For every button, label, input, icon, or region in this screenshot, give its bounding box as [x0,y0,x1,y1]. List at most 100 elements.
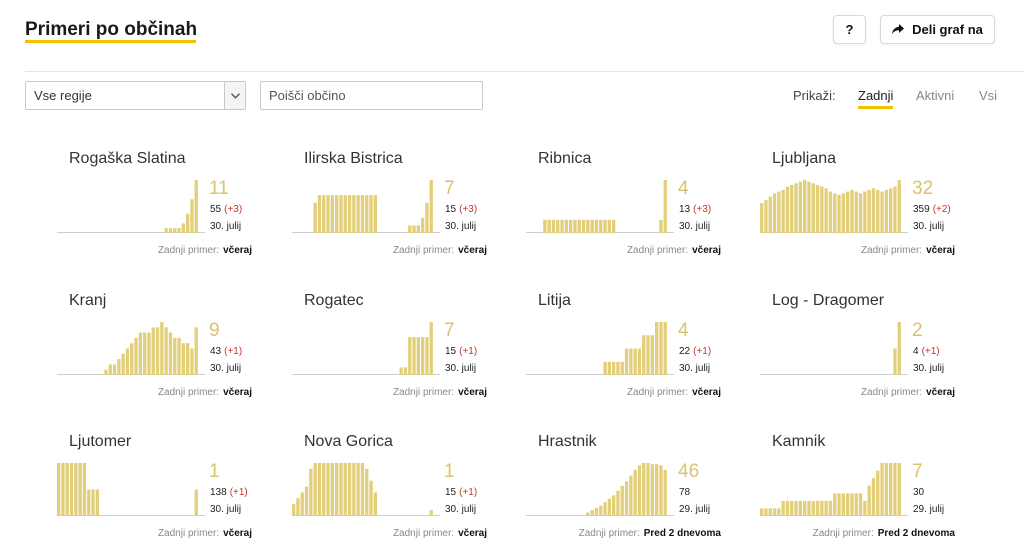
municipality-name: Kranj [69,292,107,309]
total-cases: 30 [913,487,925,498]
total-cases-row: 138 (+1) [210,487,248,498]
sparkline-bar [599,219,603,234]
last-date: 30. julij [210,363,242,374]
sparkline-bar [403,367,408,375]
sparkline-bar [369,195,373,233]
total-cases: 15 [445,204,457,215]
sparkline-bar [186,343,190,375]
sparkline-bar [659,219,663,234]
sparkline-bar [650,464,654,516]
last-case-label: Zadnji primer: [392,528,455,539]
sparkline-bar [807,181,811,233]
sparkline-bar [815,185,820,233]
sparkline-bar [659,465,663,516]
last-case-row: Zadnji primer: včeraj [158,387,252,398]
sparkline-bar [867,189,871,233]
municipality-card[interactable]: Kranj 9 43 (+1) 30. julij Zadnji primer: včera… [57,292,269,417]
sparkline-bar [768,508,772,516]
sparkline-bar [343,195,347,233]
sparkline-bar [846,191,850,233]
last-case-label: Zadnji primer: [392,245,455,256]
sparkline-bar [343,463,347,516]
help-button[interactable]: ? [833,15,866,44]
sparkline-bar [624,481,629,516]
sparkline-bar [577,219,581,234]
sparkline-bar [95,489,99,516]
municipality-card[interactable]: Rogatec 7 15 (+1) 30. julij Zadnji primer: vče… [292,292,504,417]
sparkline-bar [421,337,425,375]
active-cases: 1 [444,461,455,482]
sparkline-bar [429,322,433,375]
municipality-card[interactable]: Ribnica 4 13 (+3) 30. julij Zadnji primer: vče… [526,150,738,275]
municipality-card[interactable]: Hrastnik 46 78 29. julij Zadnji primer: Pred … [526,433,738,553]
sparkline-bar [612,361,616,376]
sparkline-bar [168,228,173,233]
sparkline-bar [335,463,339,516]
last-case-value: včeraj [926,245,955,256]
sparkline-bar [330,195,334,233]
municipality-card[interactable]: Nova Gorica 1 15 (+1) 30. julij Zadnji primer… [292,433,504,553]
total-cases: 4 [913,346,919,357]
case-sparkline [760,180,908,234]
sparkline-bar [837,493,841,516]
region-select[interactable]: Vse regije [25,81,246,110]
sparkline-bar [633,348,637,375]
active-cases: 46 [678,461,700,482]
last-case-label: Zadnji primer: [157,245,220,256]
sparkline-bar [785,500,790,516]
sparkline-bar [292,504,296,516]
sparkline-bar [186,213,190,233]
case-change: (+3) [224,204,243,215]
municipality-card[interactable]: Log - Dragomer 2 4 (+1) 30. julij Zadnji prim… [760,292,972,417]
sparkline-bar [181,223,185,233]
case-sparkline [57,180,205,233]
sparkline-bar [646,463,650,516]
sparkline-bar [296,498,300,516]
last-case-row: Zadnji primer: Pred 2 dnevoma [579,528,721,539]
case-sparkline [292,463,440,516]
case-change: (+2) [932,204,951,215]
sparkline-bar [586,512,590,516]
sparkline-bar [330,463,334,516]
total-cases-row: 30 [913,487,927,498]
municipality-card[interactable]: Ljubljana 32 359 (+2) 30. julij Zadnji primer… [760,150,972,275]
municipality-card[interactable]: Ljutomer 1 138 (+1) 30. julij Zadnji primer: v… [57,433,269,553]
sparkline-bar [581,219,586,234]
total-cases-row: 55 (+3) [210,204,242,215]
active-cases: 7 [444,178,455,199]
chevron-down-icon[interactable] [224,82,245,109]
municipality-name: Kamnik [772,433,826,450]
municipality-search-input[interactable] [260,81,483,110]
last-date: 30. julij [210,221,242,232]
title-underline [25,40,196,43]
sparkline-bar [551,219,556,234]
sparkline-bar [772,193,777,234]
last-case-row: Zadnji primer: včeraj [158,245,252,256]
sparkline-bar [408,225,412,233]
sparkline-bar [880,463,884,516]
last-case-label: Zadnji primer: [578,528,640,539]
sparkline-bar [858,493,863,516]
share-button[interactable]: Deli graf na [880,15,995,44]
municipality-card[interactable]: Ilirska Bistrica 7 15 (+3) 30. julij Zadnji p… [292,150,504,275]
sparkline-bar [130,343,134,375]
sparkline-bar [650,335,654,376]
sparkline-bar [151,327,155,375]
last-case-label: Zadnji primer: [157,528,220,539]
sparkline-bar [313,202,317,233]
filter-aktivni[interactable]: Aktivni [916,88,955,103]
municipality-name: Hrastnik [538,433,597,450]
sparkline-bar [607,361,611,376]
filter-zadnji[interactable]: Zadnji [858,88,894,109]
total-cases-row: 15 (+1) [445,487,477,498]
sparkline-bar [612,495,616,516]
last-date: 30. julij [679,363,711,374]
sparkline-bar [569,219,573,234]
municipality-card[interactable]: Kamnik 7 30 29. julij Zadnji primer: Pred 2 d… [760,433,972,553]
municipality-card[interactable]: Litija 4 22 (+1) 30. julij Zadnji primer: včer… [526,292,738,417]
municipality-card[interactable]: Rogaška Slatina 11 55 (+3) 30. julij Zadnji p… [57,150,269,275]
sparkline-bar [884,463,888,516]
last-case-row: Zadnji primer: včeraj [627,387,721,398]
filter-vsi[interactable]: Vsi [979,88,998,103]
last-case-value: včeraj [223,245,252,256]
